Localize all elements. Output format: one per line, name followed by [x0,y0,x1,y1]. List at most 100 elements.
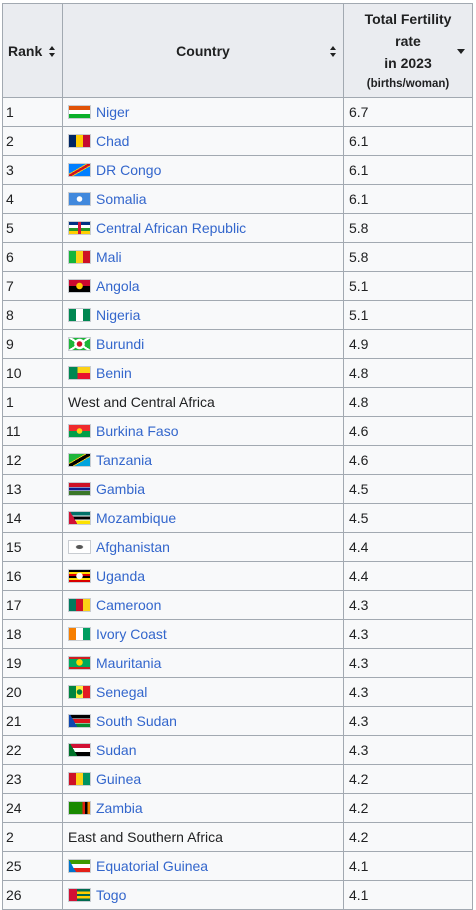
country-link[interactable]: Mauritania [96,655,162,671]
country-cell: Sudan [62,735,344,765]
country-link[interactable]: South Sudan [96,713,177,729]
rank-cell: 6 [2,242,63,272]
sort-icon[interactable] [49,45,56,57]
country-cell: Guinea [62,764,344,794]
country-link[interactable]: Gambia [96,481,146,497]
country-link[interactable]: Ivory Coast [96,626,167,642]
rank-cell: 16 [2,561,63,591]
country-link[interactable]: DR Congo [96,162,162,178]
table-row: 2 East and Southern Africa 4.2 [2,822,473,852]
table-row: 3 DR Congo 6.1 [2,155,473,185]
rank-cell: 19 [2,648,63,678]
cameroon-flag-icon[interactable] [68,598,91,612]
fertility-rate-cell: 5.1 [343,300,473,330]
region-label: East and Southern Africa [68,829,223,845]
chad-flag-icon[interactable] [68,134,91,148]
country-cell: Afghanistan [62,532,344,562]
country-link[interactable]: Afghanistan [96,539,170,555]
table-row: 19 Mauritania 4.3 [2,648,473,678]
fertility-rate-cell: 4.4 [343,532,473,562]
rank-cell: 21 [2,706,63,736]
rank-cell: 11 [2,416,63,446]
burkina-faso-flag-icon[interactable] [68,424,91,438]
fertility-rate-cell: 6.7 [343,97,473,127]
guinea-flag-icon[interactable] [68,772,91,786]
country-cell: Senegal [62,677,344,707]
country-cell: East and Southern Africa [62,822,344,852]
rate-header-line3: in 2023 [384,54,432,71]
country-link[interactable]: Zambia [96,800,143,816]
gambia-flag-icon[interactable] [68,482,91,496]
fertility-rate-cell: 6.1 [343,184,473,214]
equatorial-guinea-flag-icon[interactable] [68,859,91,873]
country-column-header[interactable]: Country [62,3,344,98]
country-link[interactable]: Burkina Faso [96,423,179,439]
tanzania-flag-icon[interactable] [68,453,91,467]
country-cell: Angola [62,271,344,301]
country-link[interactable]: Uganda [96,568,146,584]
ivory-coast-flag-icon[interactable] [68,627,91,641]
country-link[interactable]: Chad [96,133,130,149]
afghanistan-flag-icon[interactable] [68,540,91,554]
mozambique-flag-icon[interactable] [68,511,91,525]
zambia-flag-icon[interactable] [68,801,91,815]
table-row: 7 Angola 5.1 [2,271,473,301]
somalia-flag-icon[interactable] [68,192,91,206]
country-cell: Mali [62,242,344,272]
country-cell: Mauritania [62,648,344,678]
mali-flag-icon[interactable] [68,250,91,264]
sort-descending-icon[interactable] [457,48,465,54]
country-link[interactable]: Niger [96,104,130,120]
benin-flag-icon[interactable] [68,366,91,380]
mauritania-flag-icon[interactable] [68,656,91,670]
south-sudan-flag-icon[interactable] [68,714,91,728]
angola-flag-icon[interactable] [68,279,91,293]
fertility-rate-column-header[interactable]: Total Fertility rate in 2023 (births/wom… [343,3,473,98]
sort-icon[interactable] [330,45,337,57]
uganda-flag-icon[interactable] [68,569,91,583]
country-link[interactable]: Mali [96,249,122,265]
fertility-rate-cell: 5.1 [343,271,473,301]
rank-cell: 9 [2,329,63,359]
togo-flag-icon[interactable] [68,888,91,902]
fertility-rate-cell: 4.3 [343,677,473,707]
country-link[interactable]: Equatorial Guinea [96,858,209,874]
nigeria-flag-icon[interactable] [68,308,91,322]
fertility-rate-cell: 4.9 [343,329,473,359]
region-label: West and Central Africa [68,394,215,410]
rank-cell: 1 [2,97,63,127]
dr-congo-flag-icon[interactable] [68,163,91,177]
country-link[interactable]: Cameroon [96,597,162,613]
rank-cell: 23 [2,764,63,794]
country-link[interactable]: Sudan [96,742,137,758]
country-link[interactable]: Senegal [96,684,148,700]
country-link[interactable]: Benin [96,365,132,381]
country-link[interactable]: Burundi [96,336,145,352]
table-row: 9 Burundi 4.9 [2,329,473,359]
fertility-rate-cell: 4.6 [343,416,473,446]
sudan-flag-icon[interactable] [68,743,91,757]
country-link[interactable]: Nigeria [96,307,141,323]
country-link[interactable]: Guinea [96,771,142,787]
rank-cell: 2 [2,822,63,852]
rank-column-header[interactable]: Rank [2,3,63,98]
country-link[interactable]: Togo [96,887,127,903]
senegal-flag-icon[interactable] [68,685,91,699]
rank-cell: 1 [2,387,63,417]
fertility-rate-cell: 5.8 [343,213,473,243]
country-link[interactable]: Tanzania [96,452,153,468]
table-row: 1 Niger 6.7 [2,97,473,127]
country-header-label: Country [176,42,230,59]
rank-cell: 25 [2,851,63,881]
burundi-flag-icon[interactable] [68,337,91,351]
country-link[interactable]: Central African Republic [96,220,247,236]
niger-flag-icon[interactable] [68,105,91,119]
country-cell: Central African Republic [62,213,344,243]
country-cell: Somalia [62,184,344,214]
fertility-rate-cell: 4.8 [343,387,473,417]
central-african-republic-flag-icon[interactable] [68,221,91,235]
country-link[interactable]: Somalia [96,191,147,207]
country-link[interactable]: Angola [96,278,140,294]
rate-header-unit: (births/woman) [366,77,450,90]
country-link[interactable]: Mozambique [96,510,177,526]
